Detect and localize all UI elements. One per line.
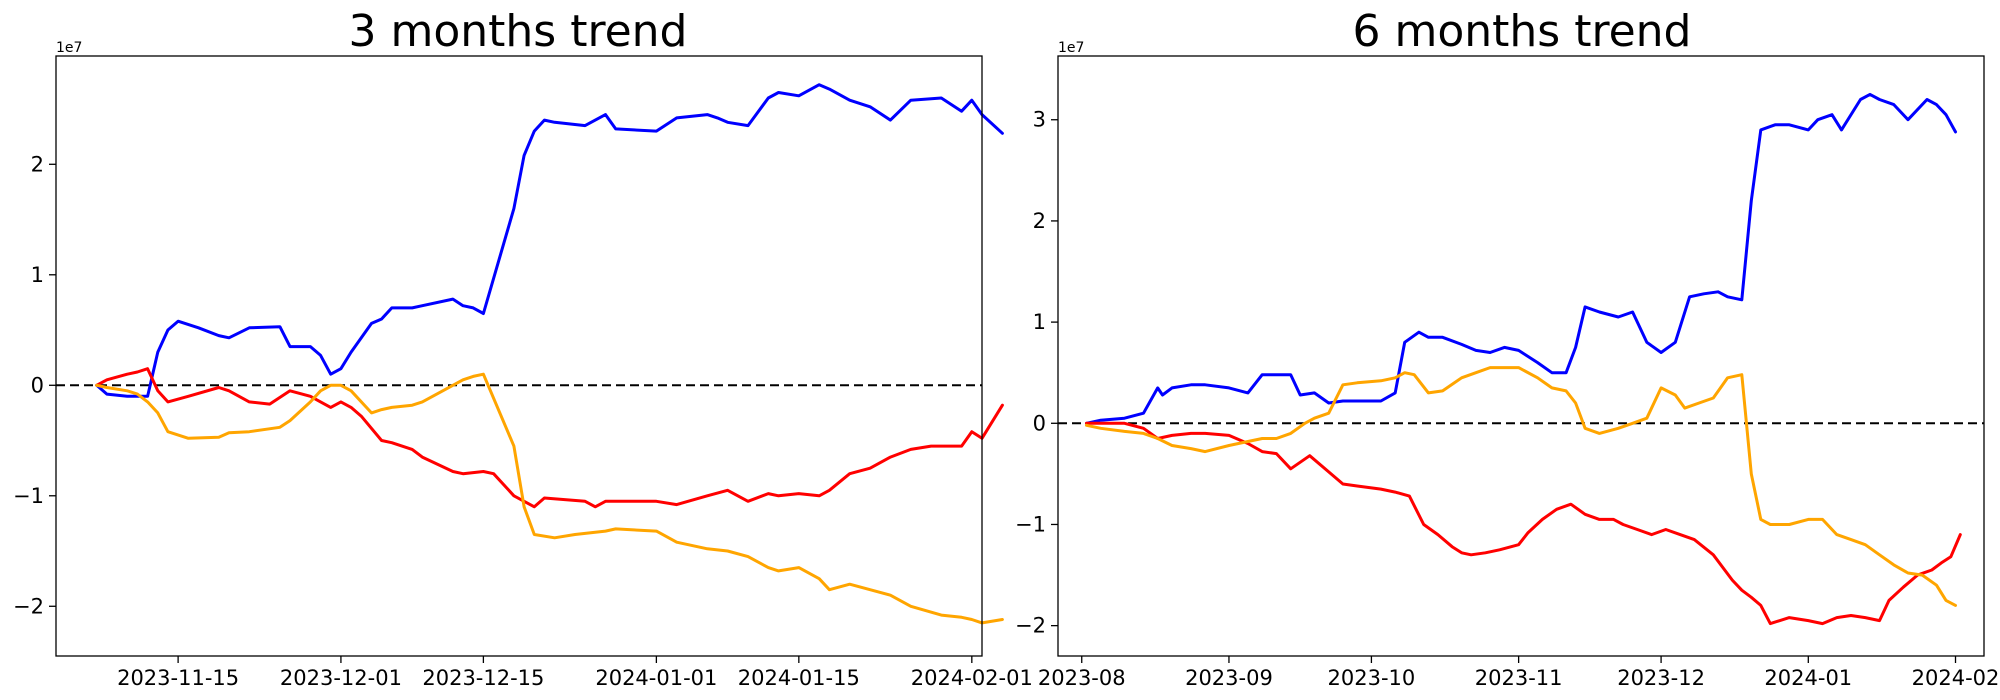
x-tick-label: 2023-08 xyxy=(1038,666,1126,690)
x-tick-label: 2023-11 xyxy=(1475,666,1563,690)
plot-area xyxy=(55,55,983,657)
chart-6-months-trend: 6 months trend 1e7 2023-08 2023-09 2023-10… xyxy=(1015,6,1999,690)
y-tick-label: 1 xyxy=(1033,310,1046,334)
y-tick-label: 0 xyxy=(1033,411,1046,435)
y-tick-label: −1 xyxy=(13,484,44,508)
y-tick-label: 3 xyxy=(1033,108,1046,132)
chart-title: 6 months trend xyxy=(1353,6,1692,57)
x-tick-label: 2024-02 xyxy=(1912,666,2000,690)
x-tick-label: 2024-02-01 xyxy=(911,666,1033,690)
axis-ticks: 2023-08 2023-09 2023-10 2023-11 2023-12 2024-… xyxy=(1015,108,1999,690)
x-tick-label: 2023-11-15 xyxy=(117,666,239,690)
y-axis-multiplier: 1e7 xyxy=(56,40,82,56)
series-line-1 xyxy=(95,367,1004,509)
series-line-2 xyxy=(1085,366,1957,607)
y-tick-label: 1 xyxy=(31,263,44,287)
x-tick-label: 2023-09 xyxy=(1185,666,1273,690)
plot-area xyxy=(1057,55,1985,657)
series-line-1 xyxy=(1085,421,1962,626)
series-line-0 xyxy=(95,83,1004,398)
axis-ticks: 2023-11-15 2023-12-01 2023-12-15 2024-01-01… xyxy=(13,152,1033,690)
x-tick-label: 2023-12-01 xyxy=(280,666,402,690)
series-line-2 xyxy=(95,372,1004,625)
y-tick-label: −2 xyxy=(13,594,44,618)
y-axis-multiplier: 1e7 xyxy=(1058,40,1084,56)
x-tick-label: 2023-12 xyxy=(1617,666,1705,690)
y-tick-label: 0 xyxy=(31,373,44,397)
x-tick-label: 2024-01-01 xyxy=(595,666,717,690)
y-tick-label: 2 xyxy=(1033,209,1046,233)
series-line-0 xyxy=(1085,92,1957,425)
y-tick-label: −1 xyxy=(1015,512,1046,536)
y-tick-label: 2 xyxy=(31,152,44,176)
y-tick-label: −2 xyxy=(1015,614,1046,638)
chart-3-months-trend: 3 months trend 1e7 2023-11-15 2023-12-01 2… xyxy=(13,6,1033,690)
x-tick-label: 2024-01 xyxy=(1764,666,1852,690)
x-tick-label: 2023-12-15 xyxy=(422,666,544,690)
chart-title: 3 months trend xyxy=(349,6,688,57)
x-tick-label: 2024-01-15 xyxy=(738,666,860,690)
series-lines xyxy=(1058,92,1984,626)
series-lines xyxy=(56,83,1004,625)
x-tick-label: 2023-10 xyxy=(1328,666,1416,690)
